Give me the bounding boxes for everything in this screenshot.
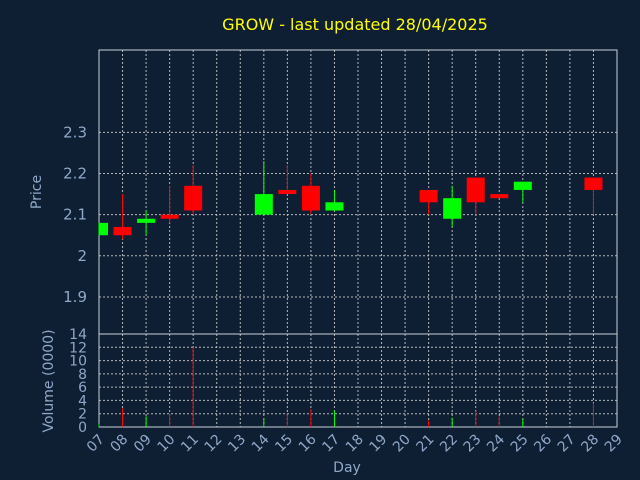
price-axis-label: Price	[29, 175, 45, 209]
candle-body	[443, 198, 462, 219]
x-tick-label: 19	[366, 432, 390, 456]
volume-tick-label: 2	[78, 407, 87, 423]
candle-body	[278, 189, 297, 195]
price-tick-label: 2.2	[63, 164, 87, 182]
price-tick-label: 1.9	[63, 288, 87, 306]
volume-tick-label: 0	[78, 420, 87, 436]
x-tick-label: 09	[131, 432, 155, 456]
candle-body	[490, 194, 509, 199]
price-tick-label: 2.1	[63, 206, 87, 224]
volume-tick-label: 6	[78, 380, 87, 396]
x-tick-label: 27	[555, 432, 579, 456]
candle-body	[325, 202, 344, 211]
volume-frame	[98, 333, 618, 428]
candle-body	[160, 214, 179, 219]
x-tick-label: 17	[319, 432, 343, 456]
candle-body	[113, 226, 132, 236]
candle-body	[184, 185, 203, 211]
x-tick-label: 10	[155, 432, 179, 456]
x-tick-label: 25	[508, 432, 532, 456]
x-tick-label: 12	[202, 432, 226, 456]
x-tick-label: 13	[225, 432, 249, 456]
candle-body	[99, 222, 108, 236]
x-tick-label: 16	[296, 431, 320, 455]
volume-tick-label: 10	[69, 354, 87, 370]
x-tick-label: 14	[249, 431, 273, 455]
volume-tick-label: 4	[78, 393, 87, 409]
volume-tick-label: 14	[69, 327, 87, 343]
x-tick-label: 28	[578, 432, 602, 456]
candle-body	[466, 177, 485, 203]
x-tick-label: 22	[437, 432, 461, 456]
x-tick-label: 11	[178, 432, 202, 456]
candle-body	[137, 218, 156, 223]
candle-body	[419, 189, 438, 203]
price-tick-label: 2.3	[63, 123, 87, 141]
x-tick-label: 08	[107, 432, 131, 456]
x-tick-label: 07	[84, 432, 108, 456]
volume-axis-label: Volume (0000)	[41, 329, 57, 432]
x-tick-label: 26	[531, 431, 555, 455]
candle-body	[584, 177, 603, 190]
x-tick-label: 29	[602, 432, 626, 456]
volume-tick-label: 12	[69, 340, 87, 356]
chart-title: GROW - last updated 28/04/2025	[222, 15, 488, 34]
x-tick-label: 23	[461, 432, 485, 456]
x-tick-label: 21	[414, 432, 438, 456]
price-panel: 1.9 2 2.1 2.2 2.3	[63, 49, 618, 335]
price-tick-label: 2	[77, 247, 87, 265]
x-tick-label: 15	[272, 432, 296, 456]
candle-body	[301, 185, 320, 211]
candle-body	[513, 181, 532, 190]
x-tick-label: 18	[343, 432, 367, 456]
volume-tick-label: 8	[78, 367, 87, 383]
candle-body	[254, 194, 273, 215]
x-tick-label: 20	[390, 432, 414, 456]
x-tick-label: 24	[484, 431, 508, 455]
x-axis-label: Day	[333, 460, 361, 476]
